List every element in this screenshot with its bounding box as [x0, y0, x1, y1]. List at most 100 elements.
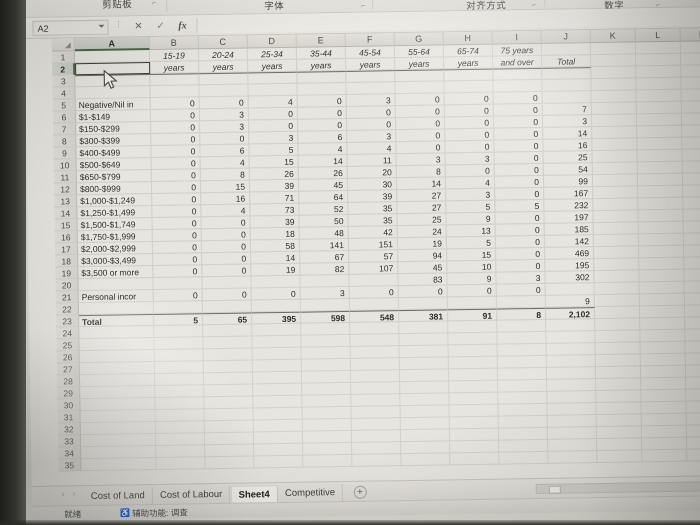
cell-H22[interactable] [447, 296, 497, 310]
header-age-band-g-line1[interactable]: 55-64 [394, 45, 445, 59]
data-cell-C17[interactable]: 0 [201, 240, 252, 254]
data-cell-I12[interactable]: 0 [494, 175, 545, 189]
data-cell-B21[interactable]: 0 [153, 289, 203, 302]
data-cell-E8[interactable]: 6 [298, 130, 348, 144]
data-cell-H5[interactable]: 0 [444, 92, 494, 106]
data-cell-G16[interactable]: 24 [397, 225, 447, 239]
cell-M19[interactable] [684, 256, 700, 270]
column-header-b[interactable]: B [149, 36, 199, 51]
data-cell-G14[interactable]: 27 [397, 201, 447, 215]
data-cell-H14[interactable]: 5 [446, 200, 496, 214]
cell-K26[interactable] [595, 342, 641, 356]
data-cell-B18[interactable]: 0 [153, 253, 203, 267]
cell-M28[interactable] [685, 364, 700, 378]
cell-K9[interactable] [592, 138, 638, 152]
data-cell-D12[interactable]: 39 [249, 179, 300, 193]
cell-J34[interactable] [548, 439, 598, 452]
cell-H30[interactable] [449, 392, 499, 406]
cell-L18[interactable] [639, 245, 685, 259]
data-cell-F8[interactable]: 3 [347, 130, 397, 143]
row-header-11[interactable]: 11 [53, 171, 77, 184]
cell-C25[interactable] [203, 336, 253, 350]
cell-E27[interactable] [301, 358, 351, 372]
cell-C32[interactable] [204, 420, 254, 434]
data-cell-H13[interactable]: 3 [446, 188, 496, 202]
cell-L35[interactable] [642, 449, 688, 463]
data-cell-D6[interactable]: 0 [248, 107, 298, 121]
cell-M11[interactable] [682, 160, 700, 174]
cell-E28[interactable] [301, 370, 352, 384]
cell-G30[interactable] [400, 393, 450, 407]
cell-E26[interactable] [301, 346, 351, 360]
cell-K13[interactable] [593, 186, 639, 200]
data-cell-J14[interactable]: 232 [544, 199, 594, 212]
total-cell-C[interactable]: 65 [203, 312, 253, 326]
total-cell-J[interactable]: 2,102 [545, 307, 596, 320]
cell-B3[interactable] [150, 73, 200, 87]
row-header-19[interactable]: 19 [55, 267, 79, 280]
data-cell-I6[interactable]: 0 [493, 103, 543, 117]
total-cell-D[interactable]: 395 [251, 311, 302, 325]
data-cell-D10[interactable]: 15 [249, 155, 299, 169]
data-cell-F12[interactable]: 30 [347, 178, 398, 191]
cell-K15[interactable] [593, 210, 639, 224]
cell-H35[interactable] [450, 452, 500, 466]
data-cell-H11[interactable]: 0 [445, 164, 495, 178]
header-age-band-c-line1[interactable]: 20-24 [198, 48, 249, 62]
row-header-7[interactable]: 7 [53, 123, 77, 136]
cell-L33[interactable] [641, 425, 688, 439]
cell-I27[interactable] [497, 355, 547, 369]
alignment-launcher-icon[interactable]: ⌐ [532, 1, 537, 10]
cell-L27[interactable] [640, 353, 686, 367]
data-cell-C12[interactable]: 15 [200, 180, 251, 194]
cell-D4[interactable] [248, 83, 298, 97]
cell-E34[interactable] [303, 442, 353, 456]
cell-D3[interactable] [248, 71, 298, 85]
cell-J33[interactable] [547, 427, 598, 440]
data-cell-I8[interactable]: 0 [494, 127, 544, 141]
confirm-icon[interactable]: ✓ [156, 20, 165, 32]
cell-M34[interactable] [687, 436, 700, 450]
cell-L32[interactable] [641, 413, 687, 427]
data-cell-D14[interactable]: 73 [250, 203, 300, 217]
cell-L31[interactable] [641, 401, 687, 415]
row-header-13[interactable]: 13 [54, 195, 78, 208]
cell-I35[interactable] [499, 451, 549, 465]
cell-B28[interactable] [154, 373, 205, 386]
cell-K30[interactable] [596, 390, 642, 404]
insert-function-icon[interactable]: fx [178, 20, 187, 32]
row-header-8[interactable]: 8 [53, 135, 77, 148]
cell-J35[interactable] [548, 451, 598, 464]
data-cell-G5[interactable]: 0 [395, 93, 445, 107]
cell-H34[interactable] [450, 440, 500, 454]
data-cell-G6[interactable]: 0 [395, 105, 445, 119]
data-cell-F7[interactable]: 0 [346, 118, 397, 131]
cell-D25[interactable] [252, 335, 302, 349]
cell-L26[interactable] [640, 341, 686, 355]
cell-M16[interactable] [683, 220, 700, 234]
cell-J26[interactable] [546, 343, 596, 356]
total-cell-H[interactable]: 91 [447, 308, 498, 322]
row-header-12[interactable]: 12 [53, 183, 78, 196]
data-cell-E9[interactable]: 4 [298, 142, 348, 156]
cell-M23[interactable] [684, 304, 700, 318]
data-cell-E5[interactable]: 0 [297, 94, 347, 108]
data-cell-B16[interactable]: 0 [152, 229, 202, 243]
cell-B34[interactable] [156, 445, 206, 458]
cell-F28[interactable] [350, 370, 401, 383]
cell-J24[interactable] [546, 319, 596, 332]
cell-E32[interactable] [302, 418, 352, 432]
total-cell-F[interactable]: 548 [349, 310, 400, 323]
cell-F30[interactable] [351, 394, 401, 407]
cell-L17[interactable] [638, 233, 685, 247]
row-label-19[interactable]: $3,500 or more [78, 266, 154, 280]
row-header-1[interactable]: 1 [51, 51, 76, 64]
data-cell-E11[interactable]: 26 [298, 166, 348, 180]
cell-E29[interactable] [302, 382, 352, 396]
row-header-35[interactable]: 35 [58, 459, 82, 472]
cell-M8[interactable] [682, 124, 700, 138]
cell-E31[interactable] [302, 406, 352, 420]
cell-F3[interactable] [346, 70, 396, 83]
cell-L7[interactable] [636, 113, 683, 127]
data-cell-F21[interactable]: 0 [349, 286, 399, 299]
